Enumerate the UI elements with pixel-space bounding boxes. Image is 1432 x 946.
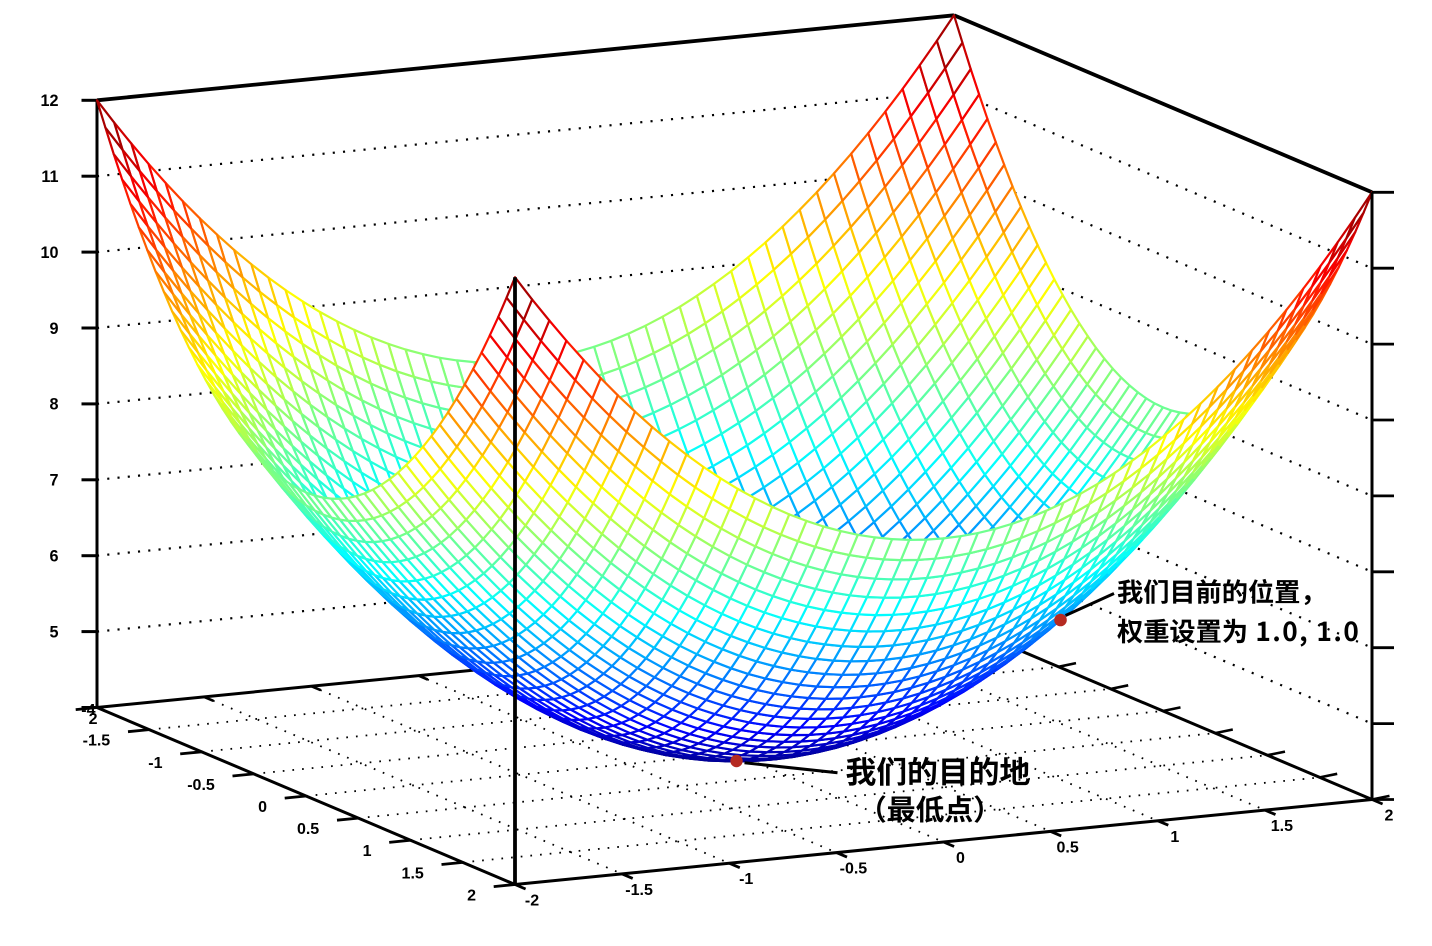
svg-text:1.5: 1.5	[402, 865, 424, 882]
svg-text:8: 8	[49, 396, 58, 414]
svg-text:11: 11	[41, 168, 58, 186]
svg-text:2: 2	[89, 711, 98, 728]
svg-text:1: 1	[363, 843, 372, 860]
svg-text:-1: -1	[739, 871, 753, 888]
svg-text:-0.5: -0.5	[187, 777, 215, 794]
svg-text:2: 2	[467, 888, 476, 905]
svg-text:0.5: 0.5	[297, 821, 319, 838]
svg-text:0: 0	[956, 850, 965, 867]
svg-text:6: 6	[49, 548, 58, 566]
svg-text:-1: -1	[148, 755, 162, 772]
svg-text:-4: -4	[81, 702, 95, 719]
svg-text:9: 9	[49, 320, 58, 338]
svg-text:1: 1	[1170, 829, 1179, 846]
svg-text:0: 0	[258, 799, 267, 816]
svg-text:5: 5	[49, 623, 58, 641]
svg-text:-1.5: -1.5	[625, 882, 653, 899]
svg-text:10: 10	[40, 244, 58, 262]
svg-text:7: 7	[49, 472, 58, 490]
svg-text:2: 2	[1385, 808, 1394, 825]
svg-text:-1.5: -1.5	[83, 733, 111, 750]
svg-text:12: 12	[40, 92, 58, 110]
svg-text:1.5: 1.5	[1271, 818, 1293, 835]
svg-text:-0.5: -0.5	[840, 861, 868, 878]
svg-text:-2: -2	[525, 893, 539, 910]
svg-text:0.5: 0.5	[1056, 839, 1078, 856]
